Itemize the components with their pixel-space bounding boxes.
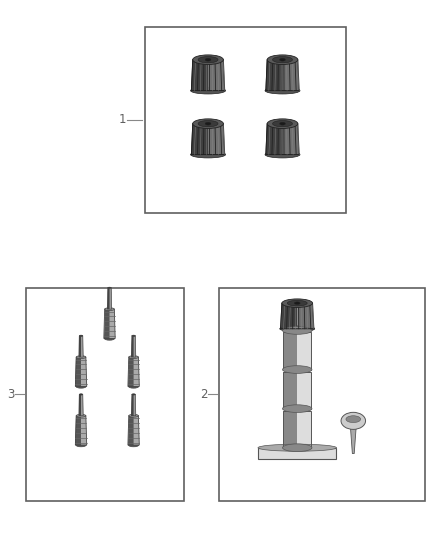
Polygon shape: [283, 372, 297, 409]
FancyBboxPatch shape: [145, 27, 346, 213]
Ellipse shape: [282, 299, 313, 308]
Ellipse shape: [128, 443, 139, 447]
Ellipse shape: [79, 335, 83, 336]
Ellipse shape: [205, 58, 211, 61]
Polygon shape: [134, 416, 139, 445]
Ellipse shape: [294, 302, 300, 304]
FancyBboxPatch shape: [219, 288, 425, 501]
Ellipse shape: [287, 301, 307, 306]
Text: 1: 1: [119, 114, 127, 126]
Polygon shape: [75, 416, 81, 445]
Ellipse shape: [283, 327, 312, 334]
Polygon shape: [134, 357, 139, 386]
Ellipse shape: [265, 87, 300, 94]
Polygon shape: [81, 394, 83, 416]
Ellipse shape: [105, 308, 114, 311]
Ellipse shape: [267, 119, 298, 128]
Polygon shape: [110, 288, 112, 309]
Ellipse shape: [191, 151, 226, 158]
Polygon shape: [104, 309, 110, 338]
Text: 2: 2: [200, 388, 208, 401]
Polygon shape: [79, 336, 81, 357]
Polygon shape: [191, 124, 208, 155]
Polygon shape: [283, 410, 297, 448]
Polygon shape: [283, 333, 297, 369]
Polygon shape: [81, 357, 87, 386]
Polygon shape: [297, 410, 311, 448]
Ellipse shape: [346, 416, 360, 423]
Polygon shape: [75, 357, 81, 386]
FancyBboxPatch shape: [26, 288, 184, 501]
Polygon shape: [81, 336, 83, 357]
Ellipse shape: [76, 414, 86, 417]
Polygon shape: [107, 288, 110, 309]
Ellipse shape: [283, 444, 312, 451]
Polygon shape: [131, 336, 134, 357]
Ellipse shape: [280, 326, 314, 332]
Ellipse shape: [341, 413, 366, 430]
Polygon shape: [131, 394, 134, 416]
Ellipse shape: [128, 385, 139, 388]
Polygon shape: [79, 394, 81, 416]
Ellipse shape: [205, 122, 211, 125]
Ellipse shape: [104, 337, 115, 340]
Ellipse shape: [279, 58, 286, 61]
Ellipse shape: [272, 56, 293, 63]
Ellipse shape: [283, 366, 312, 374]
Text: 3: 3: [7, 388, 14, 401]
Ellipse shape: [198, 120, 218, 127]
Ellipse shape: [79, 394, 83, 395]
Ellipse shape: [198, 56, 218, 63]
Ellipse shape: [108, 287, 111, 288]
Ellipse shape: [132, 335, 135, 336]
Polygon shape: [297, 372, 311, 409]
Polygon shape: [283, 124, 299, 155]
Ellipse shape: [265, 151, 300, 158]
Ellipse shape: [76, 385, 86, 388]
Ellipse shape: [283, 405, 312, 413]
Polygon shape: [283, 60, 299, 91]
Ellipse shape: [193, 119, 223, 128]
Ellipse shape: [258, 444, 336, 451]
Ellipse shape: [76, 356, 86, 359]
Polygon shape: [297, 303, 314, 329]
Polygon shape: [128, 357, 134, 386]
Ellipse shape: [76, 443, 86, 447]
Polygon shape: [266, 60, 283, 91]
Polygon shape: [110, 309, 115, 338]
Polygon shape: [81, 416, 87, 445]
Polygon shape: [128, 416, 134, 445]
Polygon shape: [208, 60, 225, 91]
Polygon shape: [134, 394, 136, 416]
Ellipse shape: [129, 414, 138, 417]
Ellipse shape: [129, 356, 138, 359]
Polygon shape: [281, 303, 297, 329]
Polygon shape: [191, 60, 208, 91]
Ellipse shape: [279, 122, 286, 125]
Ellipse shape: [193, 55, 223, 64]
Ellipse shape: [272, 120, 293, 127]
Ellipse shape: [191, 87, 226, 94]
Ellipse shape: [132, 394, 135, 395]
Ellipse shape: [267, 55, 298, 64]
Polygon shape: [208, 124, 225, 155]
Polygon shape: [297, 333, 311, 369]
Polygon shape: [350, 424, 357, 454]
Polygon shape: [266, 124, 283, 155]
Polygon shape: [134, 336, 136, 357]
Polygon shape: [258, 448, 336, 459]
